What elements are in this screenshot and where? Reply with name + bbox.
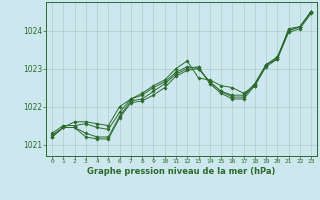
X-axis label: Graphe pression niveau de la mer (hPa): Graphe pression niveau de la mer (hPa) xyxy=(87,167,276,176)
